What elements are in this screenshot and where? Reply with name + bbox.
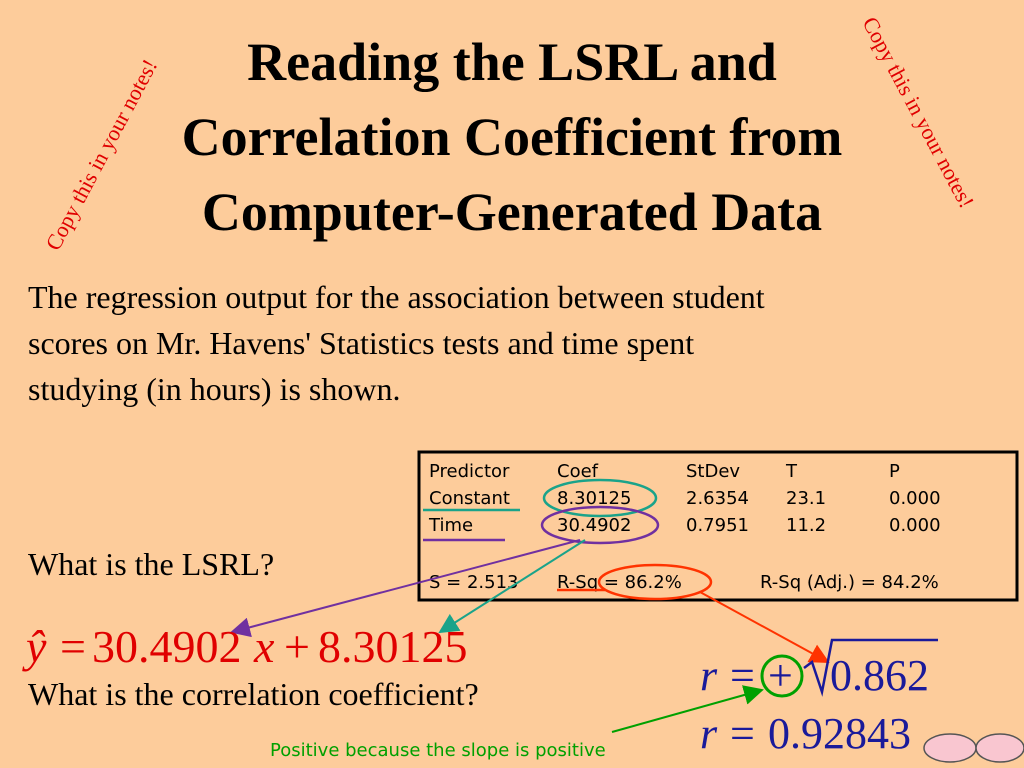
arrow	[230, 539, 581, 638]
eq-part: =	[730, 651, 755, 700]
question: What is the correlation coefficient?	[28, 676, 479, 712]
r-equation: r = 0.92843	[700, 709, 911, 758]
eq-part: =	[730, 709, 755, 758]
table-cell: Time	[428, 515, 473, 536]
table-header: T	[785, 461, 798, 482]
table-footer: R-Sq (Adj.) = 84.2%	[760, 572, 939, 593]
eq-part: r	[700, 651, 718, 700]
table-cell: 0.7951	[686, 515, 749, 536]
table-cell: 30.4902	[557, 515, 631, 536]
r-equation: r = + 0.862	[700, 651, 929, 700]
radical	[803, 638, 938, 697]
table-header: StDev	[686, 461, 740, 482]
table-cell: 23.1	[786, 488, 826, 509]
arrow	[699, 591, 830, 663]
table-cell: 0.000	[889, 515, 941, 536]
table-footer: R-Sq = 86.2%	[557, 572, 682, 593]
eq-part: =	[60, 621, 86, 672]
highlight	[540, 505, 660, 545]
eq-part: r	[700, 709, 718, 758]
title-line: Correlation Coefficient from	[182, 107, 843, 167]
intro-line: The regression output for the associatio…	[28, 279, 765, 315]
lsrl-equation: ŷ = 30.4902 x + 8.30125	[22, 621, 468, 672]
title-line: Reading the LSRL and	[247, 32, 777, 92]
annotation: Positive because the slope is positive	[270, 740, 606, 761]
table-cell: 11.2	[786, 515, 826, 536]
table-cell: 0.000	[889, 488, 941, 509]
highlight	[597, 563, 713, 601]
highlight	[542, 478, 658, 518]
eq-part: +	[768, 651, 793, 700]
pig-icons	[923, 733, 1024, 763]
eq-part: 0.92843	[768, 709, 911, 758]
arrow	[438, 539, 586, 634]
eq-part: ŷ	[22, 621, 47, 672]
table-footer: S = 2.513	[429, 572, 518, 593]
table-cell: 2.6354	[686, 488, 749, 509]
eq-part: x	[253, 621, 275, 672]
table-cell: 8.30125	[557, 488, 631, 509]
arrow	[611, 685, 764, 733]
table-cell: Constant	[429, 488, 510, 509]
table-header: Predictor	[429, 461, 510, 482]
eq-part: 0.862	[830, 651, 929, 700]
table-header: P	[889, 461, 900, 482]
title-line: Computer-Generated Data	[202, 182, 822, 242]
intro-line: studying (in hours) is shown.	[28, 371, 400, 407]
eq-part: +	[284, 621, 310, 672]
eq-part: 30.4902	[92, 621, 242, 672]
table-header: Coef	[557, 461, 599, 482]
intro-line: scores on Mr. Havens' Statistics tests a…	[28, 325, 694, 361]
highlight	[760, 654, 804, 698]
question: What is the LSRL?	[28, 546, 274, 582]
eq-part: 8.30125	[318, 621, 468, 672]
table-box	[417, 450, 1019, 602]
